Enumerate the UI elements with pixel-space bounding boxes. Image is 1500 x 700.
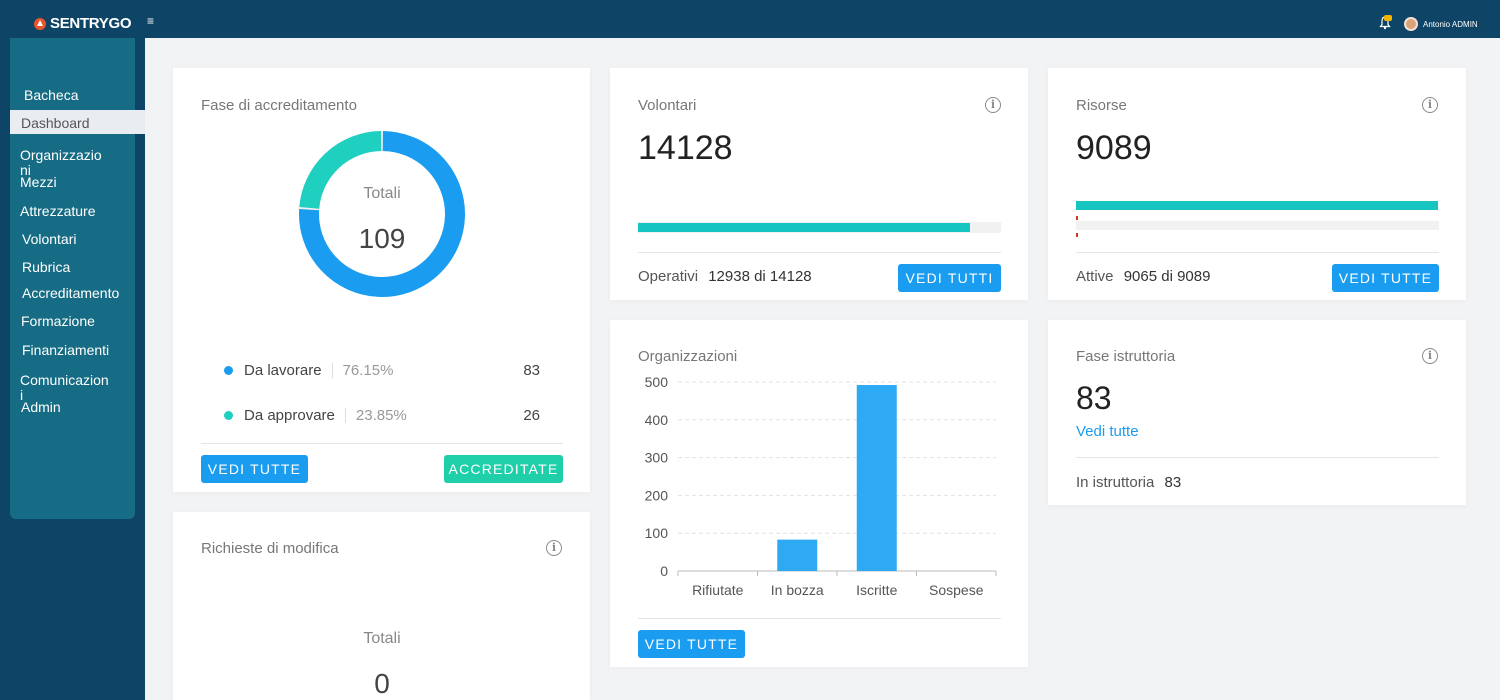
risorse-card: Risorse i 9089 Attive 9065 di 9089 VEDI … [1048,68,1466,300]
legend-separator [344,408,346,423]
card-title: Volontari [638,97,697,114]
legend-separator [331,363,333,378]
istruttoria-card: Fase istruttoria i 83 Vedi tutte In istr… [1048,320,1466,505]
x-tick-label: Rifiutate [692,582,744,598]
organizzazioni-bar-chart: 0 100 200 300 400 500 Rifiutate In bozza Iscritt… [645,374,997,598]
bar-iscritte[interactable] [856,385,897,571]
sidebar-item-dashboard[interactable]: Dashboard [10,110,145,134]
istruttoria-count: 83 [1076,380,1112,416]
legend-label: Da lavorare [244,362,322,379]
app-logo[interactable]: SENTRYGO [34,15,132,32]
bar-in-bozza[interactable] [777,539,818,571]
legend-count: 26 [523,407,540,424]
vedi-tutte-button[interactable]: VEDI TUTTE [201,455,308,483]
legend-dot [224,366,233,375]
attive-label: Attive [1076,268,1114,285]
total-value: 0 [374,668,390,699]
attive-value: 9065 di 9089 [1123,268,1211,285]
operativi-value: 12938 di 14128 [708,268,812,285]
operativi-label: Operativi [638,268,699,285]
card-title: Organizzazioni [638,348,738,365]
legend-percent: 23.85% [355,407,407,424]
richieste-card: Richieste di modifica i Totali 0 [173,512,590,700]
sidebar-item-bacheca[interactable]: Bacheca [24,87,79,103]
legend-percent: 76.15% [342,362,394,379]
accreditate-button[interactable]: ACCREDITATE [444,455,563,483]
y-tick-label: 100 [645,525,669,541]
divider [638,618,1001,619]
legend-dot [224,411,233,420]
sidebar-item-volontari[interactable]: Volontari [22,231,77,247]
divider [1076,252,1439,253]
sidebar-item-organizzazioni[interactable]: Organizzazio ni [20,147,102,178]
x-tick-label: In bozza [771,582,824,598]
donut-segment-da-lavorare[interactable] [299,131,465,297]
info-icon[interactable]: i [546,540,562,556]
card-title: Fase di accreditamento [201,97,357,114]
donut-chart [299,131,465,297]
card-title: Richieste di modifica [201,540,339,557]
volontari-progress-fill [638,223,970,232]
info-icon[interactable]: i [1422,348,1438,364]
logo-mark-icon [34,17,46,30]
sidebar-item-admin[interactable]: Admin [21,399,61,415]
logo-text: SENTRYGO [50,15,132,32]
attive-row: Attive 9065 di 9089 [1076,268,1210,285]
donut-total-value: 109 [358,223,406,254]
sidebar-item-formazione[interactable]: Formazione [21,313,95,329]
sidebar-item-finanziamenti[interactable]: Finanziamenti [22,342,110,358]
vedi-tutte-link[interactable]: Vedi tutte [1076,423,1139,440]
notification-badge [1384,15,1392,21]
legend-count: 83 [523,362,540,379]
avatar [1404,17,1418,31]
total-label: Totali [363,630,401,647]
operativi-row: Operativi 12938 di 14128 [638,268,812,285]
donut-total-label: Totali [363,185,401,202]
in-istruttoria-row: In istruttoria 83 [1076,474,1181,491]
volontari-count: 14128 [638,129,733,167]
in-istruttoria-label: In istruttoria [1076,474,1155,491]
in-istruttoria-value: 83 [1164,474,1182,491]
divider [201,443,563,444]
sidebar-item-accreditamento[interactable]: Accreditamento [22,285,120,301]
y-tick-label: 300 [645,450,669,466]
card-title: Fase istruttoria [1076,348,1176,365]
risorse-marker [1076,216,1078,220]
menu-toggle-icon[interactable]: ≡ [147,14,155,28]
vedi-tutte-button[interactable]: VEDI TUTTE [638,630,745,658]
vedi-tutti-button[interactable]: VEDI TUTTI [898,264,1001,292]
legend-row-da-lavorare: Da lavorare 76.15% [224,362,393,379]
info-icon[interactable]: i [1422,97,1438,113]
card-title: Risorse [1076,97,1127,114]
risorse-progress-fill [1076,201,1438,210]
sidebar-item-attrezzature[interactable]: Attrezzature [20,203,96,219]
risorse-progress-track [1076,221,1439,230]
legend-label: Da approvare [244,407,335,424]
legend-row-da-approvare: Da approvare 23.85% [224,407,407,424]
user-name: Antonio ADMIN [1423,19,1478,29]
sidebar-item-comunicazioni[interactable]: Comunicazion i [20,372,109,403]
organizzazioni-card: Organizzazioni 0 100 200 300 400 500 Rifiutate… [610,320,1028,667]
y-tick-label: 400 [645,412,669,428]
y-tick-label: 200 [645,487,669,503]
x-tick-label: Iscritte [856,582,897,598]
x-tick-label: Sospese [929,582,984,598]
donut-segment-da-approvare[interactable] [299,131,382,210]
accreditamento-card: Fase di accreditamento Totali 109 Da lav… [173,68,590,492]
divider [1076,457,1439,458]
risorse-marker [1076,233,1078,237]
divider [638,252,1001,253]
sidebar-item-rubrica[interactable]: Rubrica [22,259,71,275]
risorse-count: 9089 [1076,129,1152,167]
volontari-card: Volontari i 14128 Operativi 12938 di 141… [610,68,1028,300]
vedi-tutte-button[interactable]: VEDI TUTTE [1332,264,1439,292]
info-icon[interactable]: i [985,97,1001,113]
y-tick-label: 0 [660,563,668,579]
y-tick-label: 500 [645,374,669,390]
top-bar: SENTRYGO ≡ Antonio ADMIN [0,0,1500,38]
user-menu[interactable]: Antonio ADMIN [1404,17,1478,31]
sidebar-item-mezzi[interactable]: Mezzi [20,174,57,190]
